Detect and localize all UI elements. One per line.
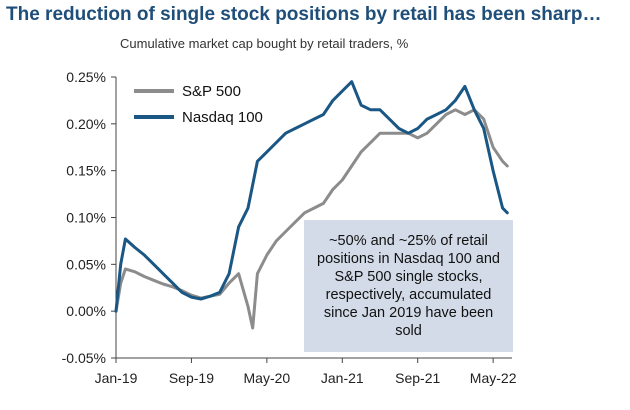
y-tick-label: 0.15% [66,163,106,179]
chart-subtitle: Cumulative market cap bought by retail t… [120,36,409,51]
y-tick-label: 0.05% [66,256,106,272]
annotation-text: ~50% and ~25% of retail positions in Nas… [317,233,500,339]
legend-item-nasdaq: Nasdaq 100 [134,104,263,130]
legend-swatch-nasdaq [134,115,174,119]
y-tick-label: 0.25% [66,69,106,85]
chart-legend: S&P 500 Nasdaq 100 [134,78,263,130]
chart-title: The reduction of single stock positions … [6,4,602,25]
x-tick-label: Jan-21 [321,370,364,386]
y-tick-label: 0.10% [66,210,106,226]
chart-series [114,80,509,330]
x-tick-label: Sep-19 [169,370,214,386]
x-tick-label: May-22 [470,370,517,386]
legend-item-sp500: S&P 500 [134,78,263,104]
x-tick-label: Sep-21 [395,370,440,386]
legend-label-sp500: S&P 500 [182,82,241,100]
x-tick-label: Jan-19 [95,370,138,386]
annotation-box: ~50% and ~25% of retail positions in Nas… [304,220,513,352]
series-line-nasdaq [114,80,509,313]
y-tick-label: -0.05% [62,350,106,366]
x-tick-label: May-20 [244,370,291,386]
legend-swatch-sp500 [134,89,174,93]
y-tick-label: 0.20% [66,116,106,132]
chart-axes: 0.25% 0.20% 0.15% 0.10% 0.05% 0.00% -0.05% Jan-… [62,69,517,386]
y-tick-label: 0.00% [66,303,106,319]
legend-label-nasdaq: Nasdaq 100 [182,108,263,126]
